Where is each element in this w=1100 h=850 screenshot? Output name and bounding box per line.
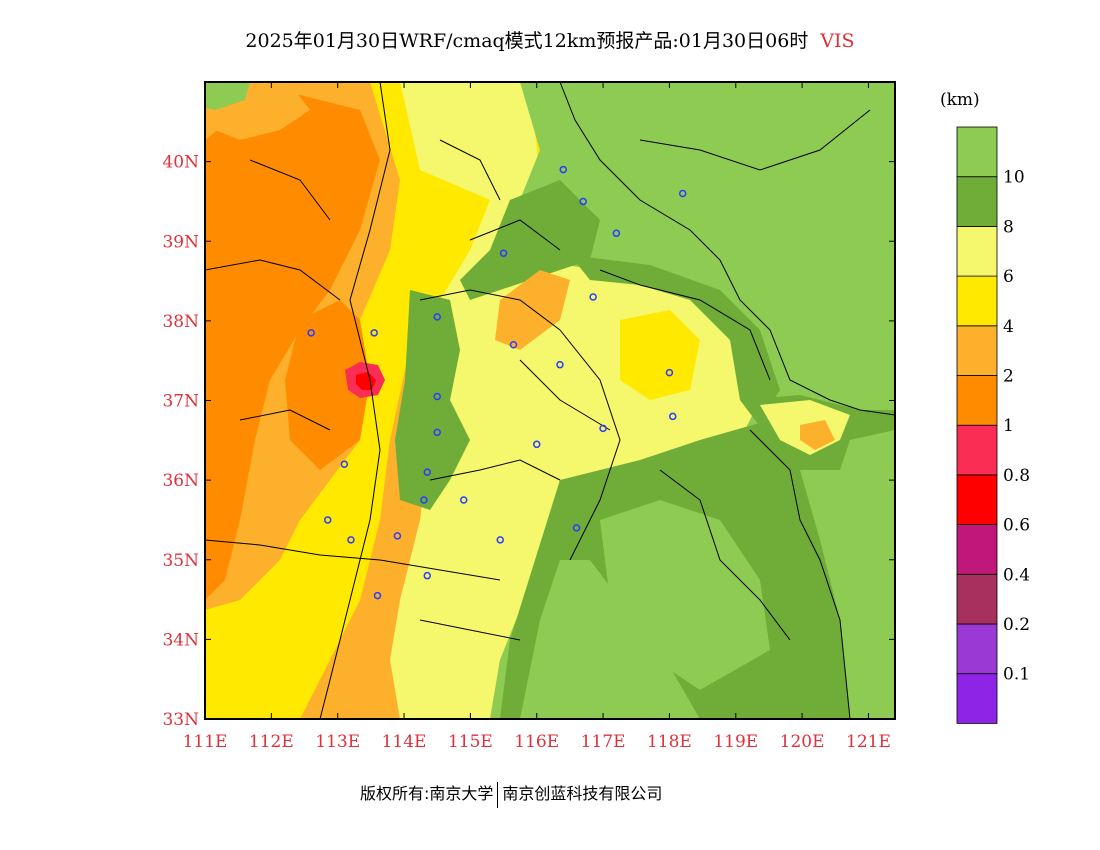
station-marker xyxy=(509,341,518,349)
variable-label: VIS xyxy=(820,30,855,52)
field-dark-orange-center xyxy=(285,300,380,470)
station-marker xyxy=(668,412,677,421)
station-marker xyxy=(347,536,355,544)
legend-swatch xyxy=(956,176,998,227)
field-dark-green-hebei xyxy=(395,290,470,510)
field-green-nw-corner xyxy=(205,82,250,110)
x-tick-label: 115E xyxy=(448,732,493,752)
field-dark-green-north xyxy=(460,180,600,300)
x-tick-label: 112E xyxy=(249,732,294,752)
station-marker xyxy=(460,496,468,504)
station-marker xyxy=(665,368,674,377)
legend-swatch xyxy=(956,126,998,178)
map-field xyxy=(205,82,895,719)
legend-swatch xyxy=(956,424,998,476)
x-tick-label: 114E xyxy=(382,732,427,752)
y-tick-label: 37N xyxy=(162,392,199,412)
y-tick-label: 34N xyxy=(162,630,199,650)
station-marker xyxy=(572,524,581,532)
x-tick-label: 113E xyxy=(315,732,360,752)
station-marker xyxy=(499,249,508,257)
field-light-yellow xyxy=(390,82,770,719)
station-marker xyxy=(323,516,332,524)
y-tick-label: 40N xyxy=(162,153,199,173)
station-marker xyxy=(589,293,597,301)
legend-swatch xyxy=(956,375,998,426)
station-marker xyxy=(433,313,441,321)
field-dark-orange-west xyxy=(205,95,380,600)
field-orange-mid xyxy=(495,270,570,350)
legend-swatch xyxy=(956,673,998,724)
copyright-text: 版权所有:南京大学 xyxy=(360,784,494,803)
x-tick-label: 117E xyxy=(581,732,626,752)
legend-label: 8 xyxy=(1003,217,1014,237)
x-tick-label: 119E xyxy=(713,732,758,752)
station-marker xyxy=(423,571,432,580)
color-legend: 0.1 0.2 0.4 0.6 0.8 1 2 4 6 8 10 xyxy=(956,126,1030,724)
station-marker xyxy=(556,360,564,369)
station-marker xyxy=(599,424,607,433)
legend-label: 1 xyxy=(1003,416,1014,436)
station-marker xyxy=(393,532,402,540)
legend-swatch xyxy=(956,474,998,525)
station-marker xyxy=(678,189,687,198)
station-marker xyxy=(433,428,441,437)
station-marker xyxy=(612,229,621,238)
station-marker xyxy=(373,591,382,600)
y-tick-label: 35N xyxy=(162,551,199,571)
y-tick-label: 39N xyxy=(162,232,199,252)
footer-separator xyxy=(497,781,499,808)
legend-label: 4 xyxy=(1003,317,1014,337)
legend-label: 0.1 xyxy=(1003,665,1030,685)
station-marker xyxy=(559,165,568,174)
field-green-inner xyxy=(600,500,770,690)
x-tick-label: 121E xyxy=(846,732,891,752)
station-marker xyxy=(579,197,587,206)
legend-unit: (km) xyxy=(940,90,980,110)
legend-label: 0.4 xyxy=(1003,565,1030,585)
station-marker xyxy=(370,329,378,337)
x-tick-label: 116E xyxy=(514,732,559,752)
legend-label: 2 xyxy=(1003,367,1014,387)
station-marker xyxy=(433,392,441,401)
station-marker xyxy=(340,460,349,468)
station-marker xyxy=(307,329,315,337)
y-tick-label: 33N xyxy=(162,710,199,730)
boundaries xyxy=(205,82,895,719)
company-text: 南京创蓝科技有限公司 xyxy=(502,784,663,803)
legend-swatch xyxy=(956,623,998,675)
legend-swatch xyxy=(956,225,998,277)
y-tick-label: 38N xyxy=(162,312,199,332)
station-marker xyxy=(420,496,428,504)
legend-swatch xyxy=(956,275,998,327)
y-tick-label: 36N xyxy=(162,471,199,491)
x-tick-label: 120E xyxy=(780,732,825,752)
legend-label: 10 xyxy=(1003,168,1025,188)
station-marker xyxy=(496,536,504,544)
station-marker xyxy=(532,440,541,449)
copyright-footer: 版权所有:南京大学 南京创蓝科技有限公司 xyxy=(360,780,662,808)
axis-ticks: 111E 112E 113E 114E 115E 116E 117E 118E 119E 120E… xyxy=(162,82,895,752)
legend-label: 0.2 xyxy=(1003,615,1030,635)
station-markers xyxy=(307,165,687,600)
legend-swatch xyxy=(956,325,998,376)
legend-label: 6 xyxy=(1003,267,1014,287)
field-yellow-east xyxy=(620,310,700,400)
station-marker xyxy=(423,468,432,476)
legend-swatch xyxy=(956,524,998,575)
chart-title: 2025年01月30日WRF/cmaq模式12km预报产品:01月30日06时 V… xyxy=(0,26,1100,53)
legend-label: 0.6 xyxy=(1003,516,1030,536)
x-tick-label: 111E xyxy=(183,732,228,752)
x-tick-label: 118E xyxy=(647,732,692,752)
legend-swatch xyxy=(956,573,998,625)
legend-label: 0.8 xyxy=(1003,466,1030,486)
title-text: 2025年01月30日WRF/cmaq模式12km预报产品:01月30日06时 xyxy=(245,30,809,52)
field-orange-peninsula xyxy=(800,420,835,450)
